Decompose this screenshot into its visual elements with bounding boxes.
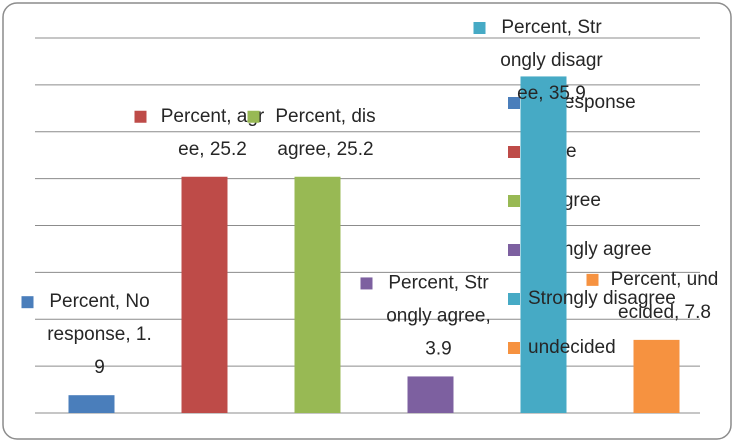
data-label-line: response, 1. [47, 324, 152, 345]
data-label-line: Percent, dis [275, 106, 375, 127]
bar [633, 339, 680, 413]
legend-key [508, 244, 520, 256]
legend-key [508, 293, 520, 305]
data-label-line: Percent, Str [501, 17, 602, 38]
data-label-line: Percent, und [611, 269, 719, 290]
data-label-line: Percent, Str [388, 272, 489, 293]
label-key [247, 110, 260, 123]
data-label-line: 9 [94, 357, 105, 378]
legend-label: Strongly disagree [528, 288, 676, 309]
data-label: Percent, agr ee, 25.2 [161, 106, 265, 160]
legend-key [508, 97, 520, 109]
bar [520, 76, 567, 413]
data-label-line: agree, 25.2 [277, 139, 373, 160]
data-label: Percent, dis agree, 25.2 [275, 106, 375, 160]
bar [68, 395, 115, 413]
data-label-line: ongly disagr [500, 50, 603, 71]
bar [294, 176, 341, 413]
data-label: Percent, und ecided, 7.8 [611, 269, 719, 323]
label-key [473, 22, 486, 34]
data-label-line: ecided, 7.8 [618, 302, 711, 323]
data-label-line: ee, 35.9 [517, 83, 586, 104]
data-label: Percent, Str ongly disagr ee, 35.9 [500, 17, 603, 104]
data-label-line: Percent, No [49, 291, 149, 312]
legend-key [508, 146, 520, 158]
legend-key [508, 195, 520, 207]
label-key [21, 296, 34, 309]
label-key [586, 273, 599, 286]
label-key [360, 277, 373, 290]
data-label-line: Percent, agr [161, 106, 265, 127]
data-label: Percent, No response, 1. 9 [47, 291, 152, 378]
legend-label: undecided [528, 337, 616, 358]
data-label-line: ee, 25.2 [178, 139, 247, 160]
data-label-line: 3.9 [425, 338, 451, 359]
legend-key [508, 342, 520, 354]
bar [181, 176, 228, 413]
bar [407, 376, 454, 413]
data-label: Percent, Str ongly agree, 3.9 [386, 272, 491, 359]
label-key [134, 110, 147, 123]
data-label-line: ongly agree, [386, 305, 491, 326]
